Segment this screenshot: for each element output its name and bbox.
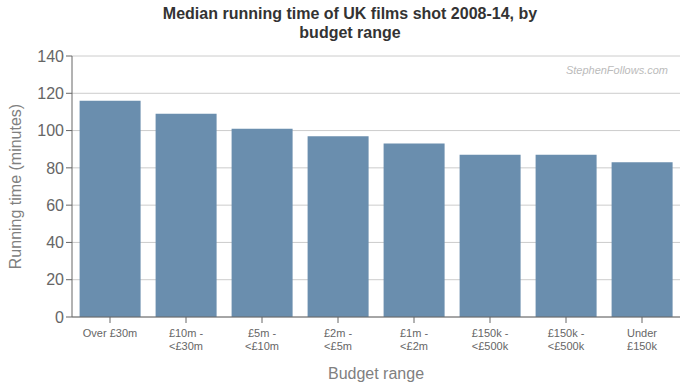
svg-text:£10m -<£30m: £10m -<£30m [169, 327, 204, 352]
svg-text:100: 100 [37, 122, 64, 139]
svg-text:60: 60 [46, 197, 64, 214]
svg-text:140: 140 [37, 48, 64, 65]
html-text:Median running time of UK film: Median running time of UK films shot 200… [162, 5, 538, 41]
svg-text:£150k -<£500k: £150k -<£500k [472, 327, 509, 352]
svg-text:40: 40 [46, 234, 64, 251]
svg-text:0: 0 [55, 309, 64, 326]
svg-text:£2m -<£5m: £2m -<£5m [324, 327, 352, 352]
svg-text:120: 120 [37, 85, 64, 102]
html-text:StephenFollows.com: StephenFollows.com [565, 64, 668, 76]
svg-text:80: 80 [46, 160, 64, 177]
svg-text:Running time (minutes): Running time (minutes) [8, 104, 24, 269]
svg-text:£1m -<£2m: £1m -<£2m [400, 327, 428, 352]
svg-text:Over £30m: Over £30m [83, 327, 137, 339]
svg-text:20: 20 [46, 271, 64, 288]
svg-text:Under£150k: Under£150k [627, 327, 657, 352]
svg-text:£5m -<£10m: £5m -<£10m [245, 327, 279, 352]
svg-text:£150k -<£500k: £150k -<£500k [548, 327, 585, 352]
svg-text:Budget range: Budget range [328, 365, 424, 382]
